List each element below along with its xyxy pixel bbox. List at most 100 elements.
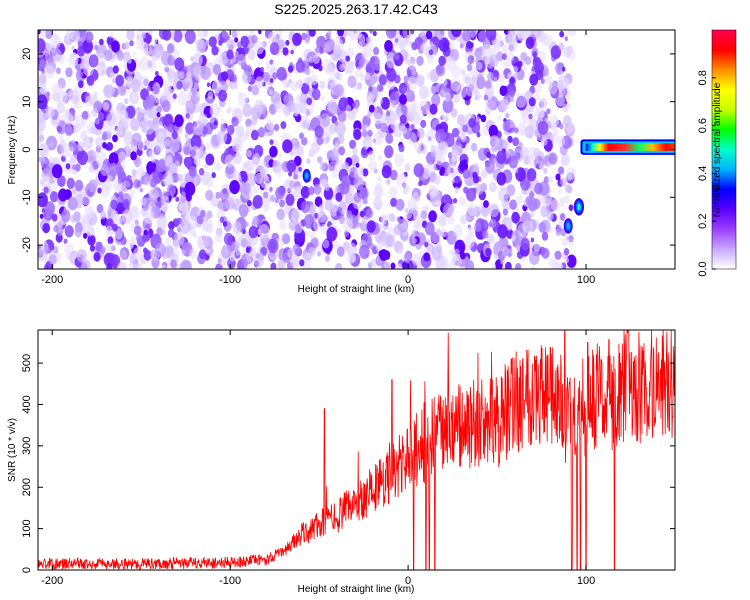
noise-blob <box>320 223 328 234</box>
noise-blob <box>178 71 185 80</box>
noise-blob <box>106 113 117 127</box>
noise-blob <box>475 184 484 195</box>
noise-blob <box>139 187 144 193</box>
noise-blob <box>566 122 575 134</box>
noise-blob <box>251 129 259 141</box>
noise-blob <box>290 49 294 55</box>
noise-blob <box>107 175 113 182</box>
noise-blob <box>296 79 303 89</box>
noise-blob <box>170 259 177 268</box>
noise-blob <box>364 72 371 80</box>
noise-blob <box>512 137 520 147</box>
noise-blob <box>567 186 573 194</box>
noise-blob <box>317 156 323 164</box>
noise-blob <box>291 208 301 222</box>
noise-blob <box>52 32 57 38</box>
signal-blob-core <box>566 222 570 230</box>
noise-blob <box>247 85 253 92</box>
noise-blob <box>488 54 499 67</box>
noise-blob <box>76 101 83 110</box>
noise-blob <box>155 242 166 258</box>
noise-blob <box>460 133 467 143</box>
noise-blob <box>164 245 174 258</box>
noise-blob <box>178 202 188 215</box>
noise-blob <box>501 98 510 111</box>
noise-blob <box>71 188 77 196</box>
noise-blob <box>242 71 252 84</box>
noise-blob <box>44 201 56 216</box>
y-tick-label: 0 <box>21 146 33 152</box>
noise-blob <box>428 210 437 223</box>
noise-blob <box>550 45 562 60</box>
noise-blob <box>209 116 215 124</box>
noise-blob <box>555 94 565 107</box>
noise-blob <box>184 181 196 197</box>
noise-blob <box>133 179 141 189</box>
noise-blob <box>337 206 343 214</box>
noise-blob <box>385 30 397 39</box>
noise-blob <box>501 246 510 257</box>
noise-blob <box>272 72 278 80</box>
noise-blob <box>361 129 368 138</box>
noise-blob <box>283 179 294 192</box>
noise-blob <box>211 172 216 179</box>
noise-blob <box>413 163 424 178</box>
noise-blob <box>267 238 279 254</box>
noise-blob <box>217 258 222 264</box>
noise-blob <box>394 153 404 167</box>
noise-blob <box>402 183 411 194</box>
noise-blob <box>342 218 353 233</box>
noise-blob <box>429 103 438 115</box>
noise-blob <box>549 228 553 234</box>
noise-blob <box>125 180 131 188</box>
noise-blob <box>327 84 331 90</box>
noise-blob <box>264 84 270 92</box>
noise-blob <box>359 244 370 259</box>
noise-blob <box>176 80 183 90</box>
noise-blob <box>533 243 541 253</box>
noise-blob <box>130 151 138 161</box>
noise-blob <box>286 159 297 173</box>
noise-blob <box>496 115 502 122</box>
noise-blob <box>86 75 95 86</box>
noise-blob <box>561 88 567 95</box>
noise-blob <box>67 196 78 211</box>
noise-blob <box>390 100 397 109</box>
noise-blob <box>304 37 310 44</box>
noise-blob <box>426 128 436 143</box>
noise-blob <box>166 89 177 104</box>
noise-blob <box>137 141 145 151</box>
noise-blob <box>319 161 327 171</box>
spectrogram-noise-layer <box>38 30 577 269</box>
noise-blob <box>208 36 217 48</box>
noise-blob <box>511 234 517 241</box>
noise-blob <box>295 59 305 73</box>
noise-blob <box>100 164 109 176</box>
noise-blob <box>498 187 509 203</box>
noise-blob <box>249 247 257 257</box>
noise-blob <box>362 168 369 177</box>
noise-blob <box>566 167 577 180</box>
noise-blob <box>177 217 182 225</box>
noise-blob <box>82 39 93 54</box>
noise-blob <box>255 76 264 89</box>
noise-blob <box>247 241 252 248</box>
noise-blob <box>294 221 303 234</box>
noise-blob <box>269 186 273 192</box>
signal-blob-core <box>577 203 581 211</box>
noise-blob <box>212 64 222 76</box>
noise-blob <box>335 192 343 202</box>
noise-blob <box>153 123 160 131</box>
noise-blob <box>50 34 62 49</box>
noise-blob <box>327 99 338 114</box>
noise-blob <box>370 258 377 268</box>
noise-blob <box>38 38 46 53</box>
noise-blob <box>402 86 407 93</box>
spectrogram-y-axis-label: Frequency (Hz) <box>7 116 18 185</box>
y-tick-label: 10 <box>21 96 33 108</box>
noise-blob <box>81 110 89 120</box>
noise-blob <box>278 153 282 158</box>
noise-blob <box>539 32 549 45</box>
noise-blob <box>274 100 284 113</box>
noise-blob <box>235 249 241 256</box>
